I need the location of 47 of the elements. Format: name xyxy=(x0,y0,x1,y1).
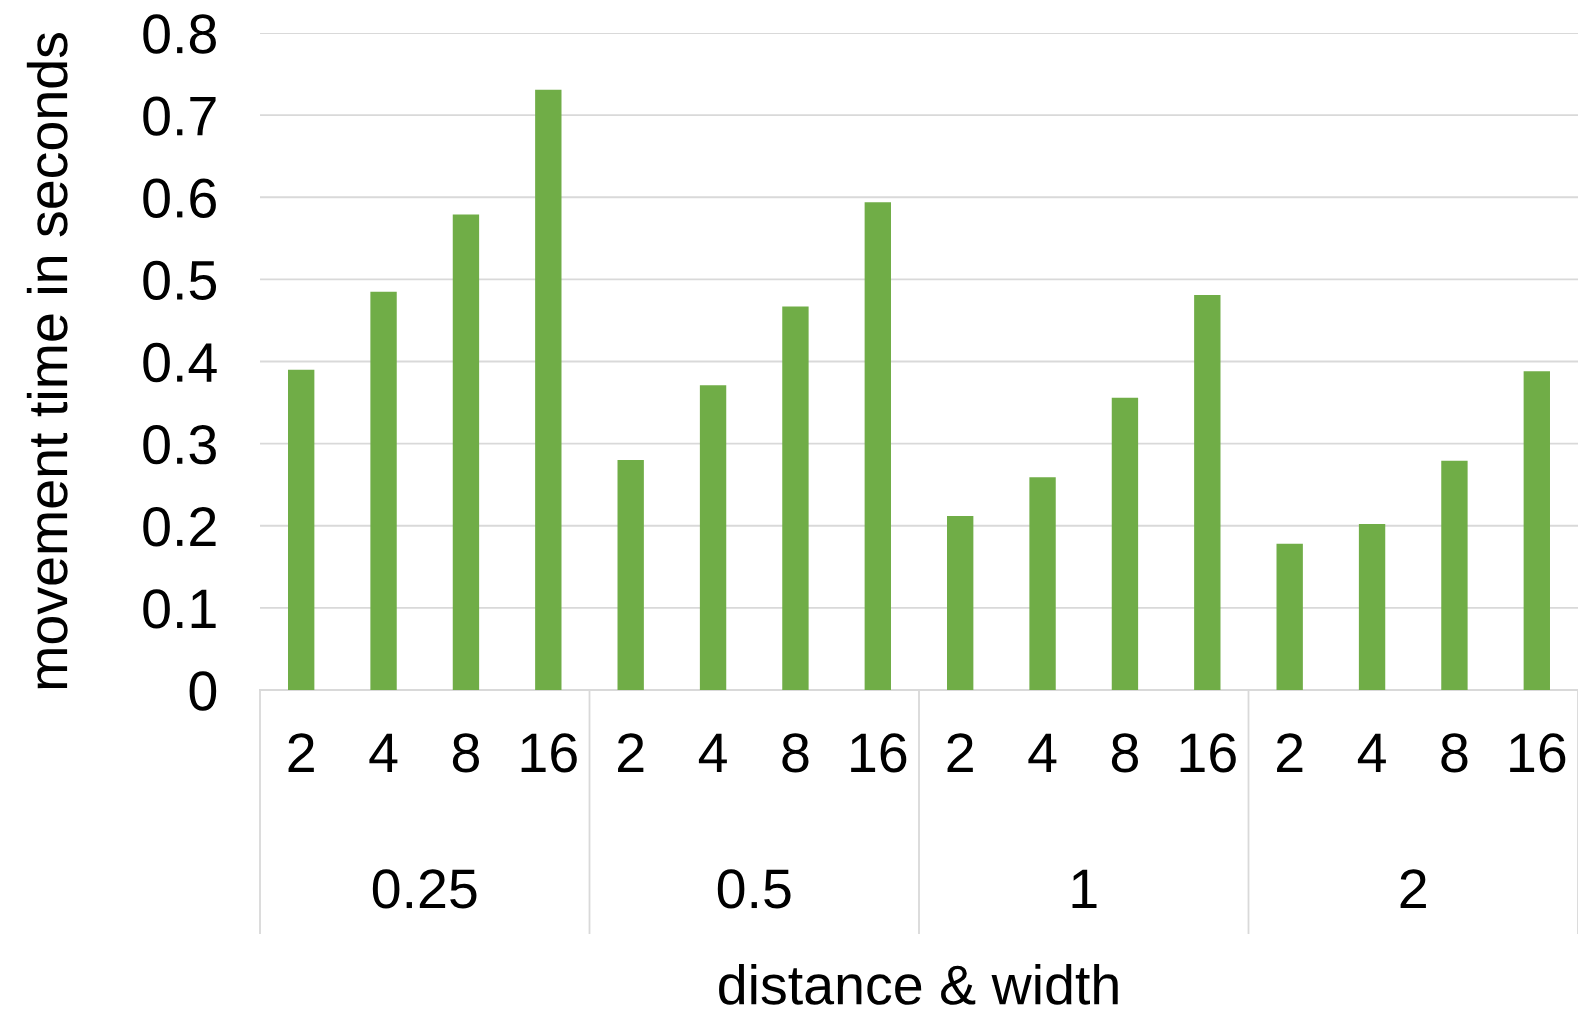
x-tick-label: 4 xyxy=(1357,733,1386,772)
bar xyxy=(1441,460,1468,690)
y-tick-label: 0.2 xyxy=(143,507,216,547)
text: 1 xyxy=(1072,869,1097,909)
x-tick-label: 2 xyxy=(1277,733,1303,772)
x-tick-label: 16 xyxy=(521,733,577,773)
y-tick-label: 0.4 xyxy=(143,342,217,383)
y-tick-label: 0.7 xyxy=(143,96,216,136)
bar xyxy=(535,89,562,690)
x-tick-label: 8 xyxy=(1441,733,1468,773)
x-tick-label: 2 xyxy=(288,733,314,772)
x-axis-title: distance & width xyxy=(719,964,1118,1005)
x-tick-label: 16 xyxy=(851,733,907,773)
y-tick-label: 0.8 xyxy=(143,14,216,54)
x-tick-label: 2 xyxy=(947,733,973,772)
x-tick-label: 4 xyxy=(698,733,727,772)
text: 0.25 xyxy=(372,869,477,909)
bar xyxy=(699,385,727,690)
bar xyxy=(1358,524,1386,690)
x-tick-label: 8 xyxy=(782,733,809,773)
x-tick-label: 2 xyxy=(618,733,644,772)
x-tick-label: 16 xyxy=(1510,733,1566,773)
bar xyxy=(864,202,891,690)
x-tick-label: 8 xyxy=(1111,733,1138,773)
y-tick-label: 0.6 xyxy=(143,178,216,218)
bar xyxy=(1276,543,1303,690)
bar xyxy=(947,515,974,690)
y-tick-label: 0.1 xyxy=(143,589,216,629)
bar xyxy=(1029,477,1056,690)
bar xyxy=(1111,397,1139,690)
y-axis-title: movement time in seconds xyxy=(26,33,68,689)
x-tick-label: 16 xyxy=(1180,733,1236,773)
y-tick-label: 0 xyxy=(189,671,217,711)
y-tick-label: 0.3 xyxy=(143,424,216,465)
bar xyxy=(617,460,644,690)
x-tick-label: 8 xyxy=(452,733,479,773)
text: 2 xyxy=(1400,869,1426,909)
x-tick-label: 4 xyxy=(1028,733,1057,772)
bar xyxy=(782,306,809,690)
bar xyxy=(370,291,397,690)
y-tick-label: 0.5 xyxy=(143,260,217,301)
x-tick-label: 4 xyxy=(369,733,398,772)
text: 0.5 xyxy=(717,869,791,909)
bar xyxy=(1194,294,1221,690)
bar xyxy=(452,214,480,690)
bar xyxy=(1523,371,1550,690)
bar xyxy=(288,369,315,690)
